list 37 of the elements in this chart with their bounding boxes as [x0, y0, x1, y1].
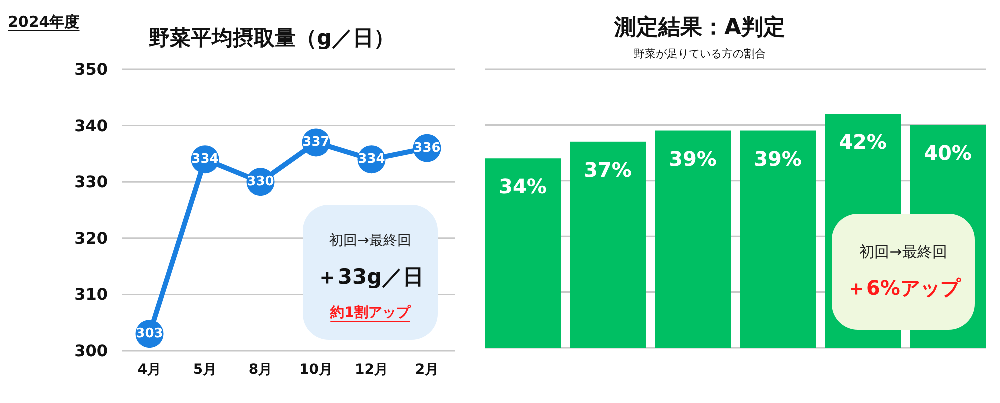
- x-tick-label: 2月: [415, 362, 440, 378]
- data-label: 334: [358, 152, 386, 168]
- bar: [570, 142, 646, 348]
- x-tick-label: 4月: [138, 362, 162, 378]
- y-tick-label: 350: [74, 60, 108, 79]
- y-tick-label: 320: [74, 228, 108, 248]
- data-label: 330: [247, 174, 274, 190]
- data-label: 39%: [669, 146, 717, 171]
- data-label: 39%: [754, 146, 802, 171]
- x-tick-label: 5月: [193, 362, 218, 378]
- data-label: 303: [136, 326, 164, 342]
- annotation: ＋33g／日: [316, 265, 424, 289]
- chart-subtitle: 野菜が足りている方の割合: [634, 48, 766, 60]
- bar: [485, 158, 561, 348]
- bar: [655, 130, 731, 348]
- data-label: 34%: [499, 174, 547, 199]
- data-label: 37%: [584, 158, 632, 182]
- annotation: ＋6%アップ: [846, 276, 962, 300]
- y-tick-label: 310: [74, 285, 108, 304]
- y-tick-label: 300: [74, 342, 108, 360]
- data-label: 334: [192, 152, 219, 168]
- annotation: 約1割アップ: [330, 304, 412, 321]
- x-tick-label: 8月: [248, 362, 273, 378]
- annotation: 初回→最終回: [330, 233, 412, 249]
- y-tick-label: 340: [74, 116, 108, 136]
- data-label: 42%: [839, 130, 887, 154]
- y-tick-label: 330: [74, 172, 108, 192]
- data-label: 40%: [924, 141, 972, 166]
- data-label: 336: [414, 140, 441, 156]
- text: 2024年度: [8, 13, 80, 31]
- chart-title: 測定結果：A判定: [613, 14, 786, 40]
- bar: [740, 130, 816, 348]
- annotation: 初回→最終回: [860, 243, 948, 261]
- chart-title: 野菜平均摂取量（g／日）: [148, 26, 396, 50]
- data-label: 337: [302, 135, 330, 150]
- x-tick-label: 10月: [300, 362, 333, 378]
- x-tick-label: 12月: [355, 362, 388, 378]
